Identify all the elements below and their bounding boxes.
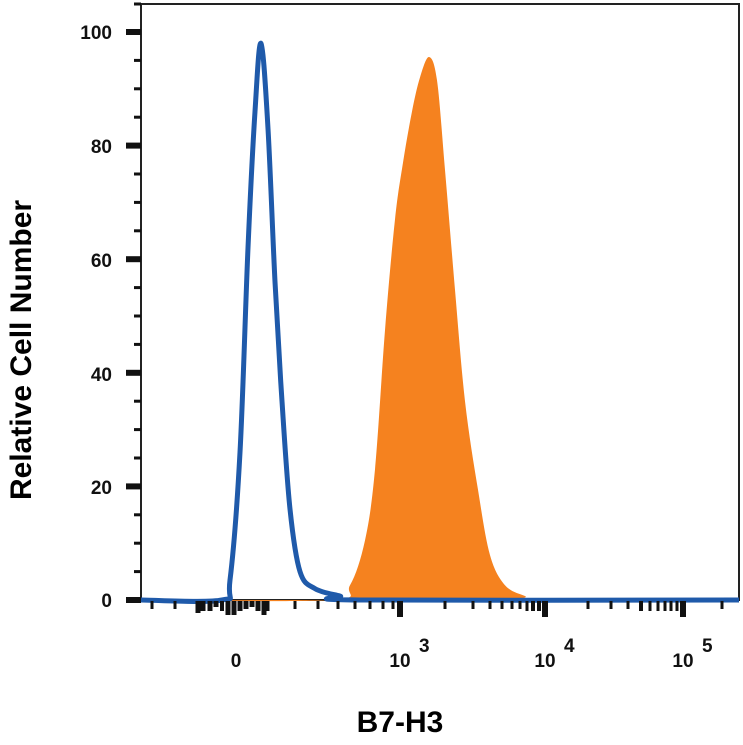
y-tick-100: 100	[80, 23, 112, 44]
y-axis-ticks	[126, 2, 141, 603]
x-tick-1e5: 10 5	[672, 636, 713, 672]
x-tick-1e3: 10 3	[389, 636, 429, 672]
svg-text:10: 10	[389, 651, 410, 672]
y-tick-80: 80	[91, 137, 112, 158]
svg-text:5: 5	[702, 636, 713, 657]
y-tick-0: 0	[101, 591, 112, 612]
y-tick-40: 40	[91, 365, 112, 386]
control-histogram-line	[140, 40, 740, 604]
y-tick-20: 20	[91, 478, 112, 499]
x-tick-0: 0	[231, 651, 242, 672]
sample-histogram-area	[141, 56, 739, 602]
svg-text:10: 10	[672, 651, 693, 672]
svg-text:4: 4	[564, 636, 575, 657]
y-axis-title: Relative Cell Number	[5, 200, 38, 500]
x-axis-title: B7-H3	[357, 706, 444, 739]
y-tick-60: 60	[91, 251, 112, 272]
x-axis-ticks	[150, 601, 724, 617]
svg-text:3: 3	[419, 636, 430, 657]
svg-text:10: 10	[534, 651, 555, 672]
x-tick-1e4: 10 4	[534, 636, 575, 672]
